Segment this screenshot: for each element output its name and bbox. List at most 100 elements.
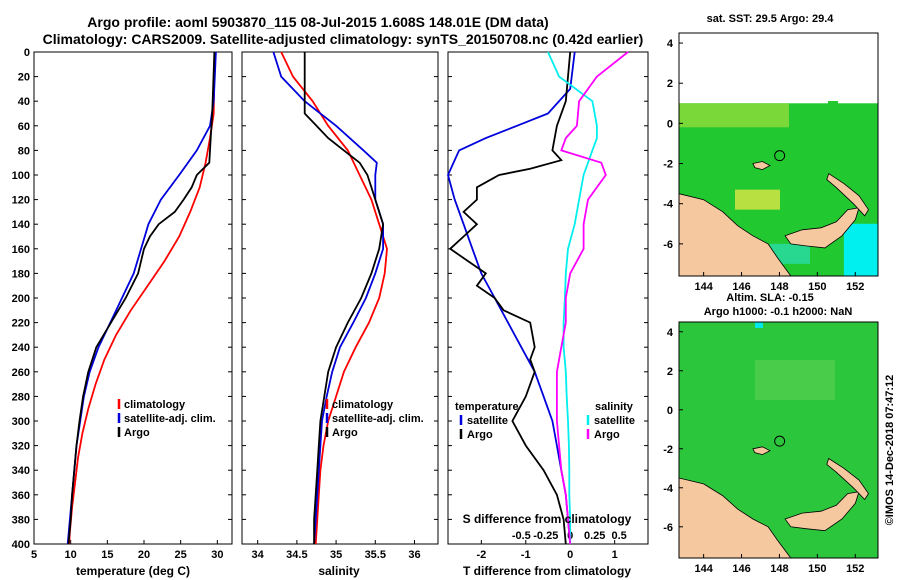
depth-tick-label: 140 [12,219,30,231]
argo-float-marker [774,435,786,447]
x-tick-label: 35 [330,549,342,561]
depth-tick-label: 200 [12,293,30,305]
plot-frame [33,51,233,545]
land-new-ireland [826,457,869,501]
map-pixel [828,101,838,111]
legend-label: satellite [467,415,508,427]
depth-tick-label: 20 [18,72,30,84]
map-pixel [854,106,864,116]
depth-tick-label: 340 [12,465,30,477]
depth-tick-label: 60 [18,121,30,133]
salinity-xlabel: salinity [318,564,360,578]
x-tick-label: 1 [612,549,618,561]
x-tick-label: 30 [211,549,223,561]
difference-xlabel: T difference from climatology [463,564,631,578]
x-tick-label: 15 [101,549,113,561]
legend-label: satellite-adj. clim. [124,413,216,425]
map-x-tick-label: 150 [808,281,826,293]
depth-tick-label: 100 [12,170,30,182]
series-line-salinity-argo [556,51,629,545]
depth-tick-label: 180 [12,268,30,280]
depth-tick-label: 380 [12,514,30,526]
series-line-satellite-adj-clim- [66,51,217,545]
x-tick-label: 5 [31,549,37,561]
map-x-tick-label: 144 [694,281,713,293]
x-tick-label: -2 [476,549,486,561]
plot-frame [241,51,439,545]
map-y-tick-label: -4 [663,483,674,495]
plot-frame [447,51,649,545]
x-tick-label: 34 [252,549,265,561]
series-line-argo [303,52,385,544]
map-y-tick-label: 0 [667,405,673,417]
map-x-tick-label: 146 [732,563,750,575]
x-tick-label: 34.5 [286,549,307,561]
series-line-temperature-satellite [447,51,576,545]
land-new-britain [784,491,860,532]
map-y-tick-label: 0 [667,118,673,130]
sla-map-subtitle: Argo h1000: -0.1 h2000: NaN [704,306,853,318]
legend-label: climatology [124,399,186,411]
depth-tick-label: 360 [12,490,30,502]
map-frame [678,32,879,277]
map-y-tick-label: -2 [663,159,673,171]
legend-label: Argo [124,427,150,439]
x-tick-label: -1 [521,549,531,561]
depth-tick-label: 0 [24,47,30,59]
map-cool-patch [770,243,810,264]
sla-map-panel: 144 146 148 150 152 4 2 0 -2 -4 -6 [663,321,879,575]
temperature-panel: 0 20 40 60 80 100 120 140 160 180 200 220 240 260 280 3… [12,47,233,561]
title-line-1: Argo profile: aoml 5903870_115 08-Jul-20… [87,14,548,30]
land-new-ireland [826,172,869,217]
map-y-tick-label: 4 [667,327,674,339]
series-line-salinity-satellite [547,51,598,544]
legend-label: satellite-adj. clim. [332,413,424,425]
map-field-patch [755,360,835,400]
series-line-temperature-argo [448,51,572,545]
x-tick-label: 10 [65,549,77,561]
map-x-tick-label: 152 [846,281,864,293]
map-cool-patch [843,223,878,276]
series-line-satellite-adj-clim- [272,51,385,545]
map-x-tick-label: 150 [808,563,826,575]
map-y-tick-label: -6 [663,239,673,251]
top-x-tick-label: -0.5 [512,530,531,542]
map-y-tick-label: -6 [663,522,673,534]
difference-top-xlabel: S difference from climatology [463,512,632,526]
map-x-tick-label: 148 [770,281,788,293]
map-x-tick-label: 148 [770,563,788,575]
x-tick-label: 0 [567,549,573,561]
sst-map-panel: 144 146 148 150 152 4 2 0 -2 -4 -6 [663,32,879,293]
top-x-tick-label: 0.25 [584,530,605,542]
map-y-tick-label: 2 [667,366,673,378]
title-line-2: Climatology: CARS2009. Satellite-adjuste… [43,31,644,47]
depth-tick-label: 160 [12,244,30,256]
watermark: ©IMOS 14-Dec-2018 07:47:12 [884,375,896,526]
land-manus [752,161,771,171]
map-warm-patch [735,189,780,210]
x-tick-label: 36 [408,549,420,561]
map-frame [678,321,879,559]
top-x-tick-label: -0.25 [533,530,558,542]
depth-tick-label: 300 [12,416,30,428]
depth-tick-label: 40 [18,96,30,108]
legend-title-salinity: salinity [595,401,634,413]
map-x-tick-label: 146 [732,281,750,293]
salinity-panel: 34 34.5 35 35.5 36 climatology satellite-adj. … [241,51,439,561]
depth-tick-label: 260 [12,367,30,379]
depth-tick-label: 80 [18,145,30,157]
map-x-tick-label: 152 [846,563,864,575]
sla-map-title: Altim. SLA: -0.15 [726,292,813,304]
map-warm-patch [679,103,789,128]
map-pixel [755,322,763,328]
legend-label: Argo [332,427,358,439]
series-line-climatology [68,51,216,545]
x-tick-label: 35.5 [365,549,386,561]
x-tick-label: 20 [138,549,150,561]
depth-tick-label: 120 [12,195,30,207]
legend-label: climatology [332,399,394,411]
land-new-britain [784,207,860,249]
temperature-xlabel: temperature (deg C) [76,564,190,578]
map-y-tick-label: 4 [667,38,674,50]
